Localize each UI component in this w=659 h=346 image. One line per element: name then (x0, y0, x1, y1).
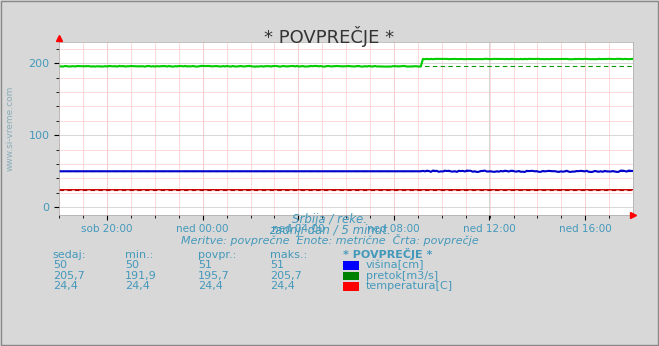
Text: 50: 50 (53, 260, 67, 270)
Text: 191,9: 191,9 (125, 271, 157, 281)
Text: 24,4: 24,4 (125, 281, 150, 291)
Text: 51: 51 (198, 260, 212, 270)
Text: 50: 50 (125, 260, 139, 270)
Text: 205,7: 205,7 (53, 271, 84, 281)
Text: povpr.:: povpr.: (198, 250, 236, 260)
Text: 205,7: 205,7 (270, 271, 302, 281)
Text: 195,7: 195,7 (198, 271, 229, 281)
Text: min.:: min.: (125, 250, 154, 260)
Text: Meritve: povprečne  Enote: metrične  Črta: povprečje: Meritve: povprečne Enote: metrične Črta:… (181, 234, 478, 246)
Text: temperatura[C]: temperatura[C] (366, 281, 453, 291)
Text: maks.:: maks.: (270, 250, 308, 260)
Text: sedaj:: sedaj: (53, 250, 86, 260)
Text: 24,4: 24,4 (270, 281, 295, 291)
Text: * POVPREČJE *: * POVPREČJE * (264, 26, 395, 47)
Text: pretok[m3/s]: pretok[m3/s] (366, 271, 438, 281)
Text: višina[cm]: višina[cm] (366, 260, 424, 270)
Text: zadnji dan / 5 minut.: zadnji dan / 5 minut. (269, 224, 390, 237)
Text: * POVPREČJE *: * POVPREČJE * (343, 248, 432, 260)
Text: 24,4: 24,4 (53, 281, 78, 291)
Text: www.si-vreme.com: www.si-vreme.com (6, 85, 15, 171)
Text: 24,4: 24,4 (198, 281, 223, 291)
Text: 51: 51 (270, 260, 284, 270)
Text: Srbija / reke.: Srbija / reke. (292, 213, 367, 226)
